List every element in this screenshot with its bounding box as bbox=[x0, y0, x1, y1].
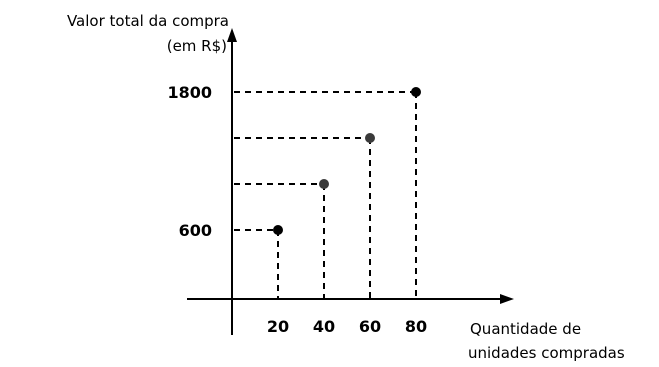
y-axis-label-line-2: (em R$) bbox=[167, 37, 227, 55]
y-tick-label: 1800 bbox=[167, 83, 212, 102]
x-tick-label: 80 bbox=[405, 317, 427, 336]
y-axis-arrow bbox=[227, 28, 237, 42]
data-point bbox=[365, 133, 375, 143]
data-point bbox=[411, 87, 421, 97]
x-axis-label-line-2: unidades compradas bbox=[468, 344, 625, 362]
y-tick-labels: 600 1800 bbox=[167, 83, 212, 240]
x-tick-labels: 20 40 60 80 bbox=[267, 317, 427, 336]
guide-lines bbox=[234, 91, 417, 299]
data-points bbox=[273, 87, 421, 235]
y-tick-label: 600 bbox=[179, 221, 212, 240]
x-tick-label: 20 bbox=[267, 317, 289, 336]
data-point bbox=[273, 225, 283, 235]
x-axis-arrow bbox=[500, 294, 514, 304]
x-axis-label-line-1: Quantidade de bbox=[470, 320, 581, 338]
data-point bbox=[319, 179, 329, 189]
x-tick-label: 60 bbox=[359, 317, 381, 336]
x-tick-label: 40 bbox=[313, 317, 335, 336]
y-axis-label-line-1: Valor total da compra bbox=[67, 12, 229, 30]
